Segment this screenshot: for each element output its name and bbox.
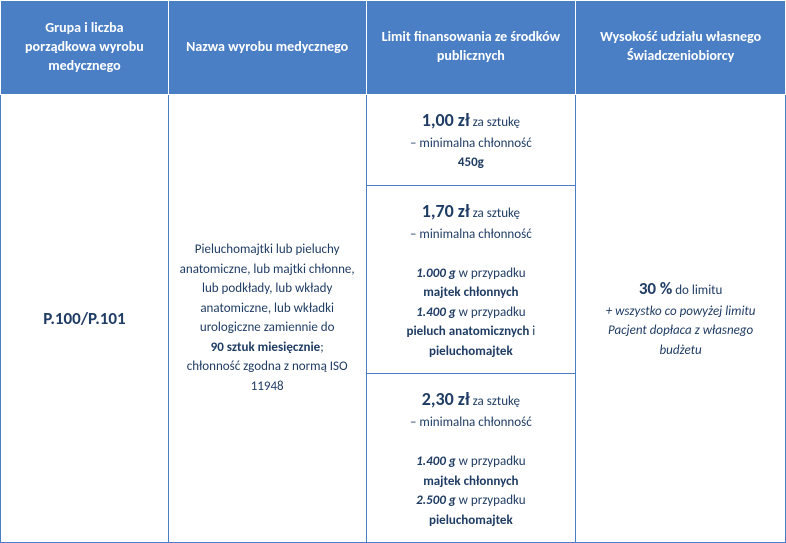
tier3-price: 2,30 zł — [422, 388, 470, 410]
tier2-g2-txt: w przypadku — [456, 305, 526, 320]
tier3-g2-txt: w przypadku — [456, 493, 526, 508]
share-pct-suffix: do limitu — [672, 283, 722, 298]
tier2-per: za sztukę — [470, 206, 520, 221]
product-norm: chłonność zgodna z normą ISO 11948 — [187, 359, 348, 394]
tier2-g2: 1.400 g — [416, 305, 456, 320]
tier2-g2-and: i — [529, 324, 535, 339]
cell-share: 30 % do limitu + wszystko co powyżej lim… — [576, 94, 786, 543]
tier2-g2-item1: pieluch anatomicznych — [406, 324, 529, 339]
cell-product: Pieluchomajtki lub pieluchy anatomiczne,… — [168, 94, 366, 543]
tier1-min-label: – minimalna chłonność — [410, 136, 532, 151]
tier3-g2-item: pieluchomajtek — [429, 513, 513, 528]
tier3-row: 2,30 zł za sztukę – minimalna chłonność … — [367, 374, 576, 543]
header-own-share: Wysokość udziału własnego Świadczeniobio… — [576, 1, 786, 95]
header-product-name: Nazwa wyrobu medycznego — [168, 1, 366, 95]
tier2-g2-item2: pieluchomajtek — [429, 344, 513, 359]
tier2-min-label: – minimalna chłonność — [410, 227, 532, 242]
tier1-price: 1,00 zł — [422, 109, 470, 131]
cell-limits: 1,00 zł za sztukę – minimalna chłonność … — [366, 94, 576, 543]
tier1-absorb: 450g — [458, 155, 484, 170]
reimbursement-table: Grupa i liczba porządkowa wyrobu medyczn… — [0, 0, 786, 543]
tier3-cell: 2,30 zł za sztukę – minimalna chłonność … — [367, 374, 576, 543]
header-group-code: Grupa i liczba porządkowa wyrobu medyczn… — [1, 1, 169, 95]
tier3-g2: 2.500 g — [416, 493, 456, 508]
share-pct: 30 % — [639, 278, 672, 299]
table-row: P.100/P.101 Pieluchomajtki lub pieluchy … — [1, 94, 786, 543]
tier3-g1: 1.400 g — [416, 454, 456, 469]
tier2-g1: 1.000 g — [416, 266, 456, 281]
tier3-g1-item: majtek chłonnych — [423, 474, 518, 489]
table-header-row: Grupa i liczba porządkowa wyrobu medyczn… — [1, 1, 786, 95]
tier2-cell: 1,70 zł za sztukę – minimalna chłonność … — [367, 185, 576, 374]
share-note: + wszystko co powyżej limitu Pacjent dop… — [606, 304, 756, 358]
header-funding-limit: Limit finansowania ze środków publicznyc… — [366, 1, 576, 95]
tier3-g1-txt: w przypadku — [456, 454, 526, 469]
code-label: P.100/P.101 — [43, 308, 125, 329]
tier1-row: 1,00 zł za sztukę – minimalna chłonność … — [367, 95, 576, 186]
product-qty-bold: 90 sztuk miesięcznie — [211, 340, 321, 355]
tier3-min-label: – minimalna chłonność — [410, 415, 532, 430]
tier1-cell: 1,00 zł za sztukę – minimalna chłonność … — [367, 95, 576, 186]
cell-code: P.100/P.101 — [1, 94, 169, 543]
limits-inner-table: 1,00 zł za sztukę – minimalna chłonność … — [367, 95, 576, 543]
tier2-g1-txt: w przypadku — [456, 266, 526, 281]
tier3-per: za sztukę — [470, 394, 520, 409]
tier1-per: za sztukę — [470, 115, 520, 130]
tier2-g1-item: majtek chłonnych — [423, 285, 518, 300]
tier2-price: 1,70 zł — [422, 200, 470, 222]
tier2-row: 1,70 zł za sztukę – minimalna chłonność … — [367, 185, 576, 374]
product-suffix: ; — [320, 340, 323, 355]
product-description: Pieluchomajtki lub pieluchy anatomiczne,… — [180, 242, 355, 335]
